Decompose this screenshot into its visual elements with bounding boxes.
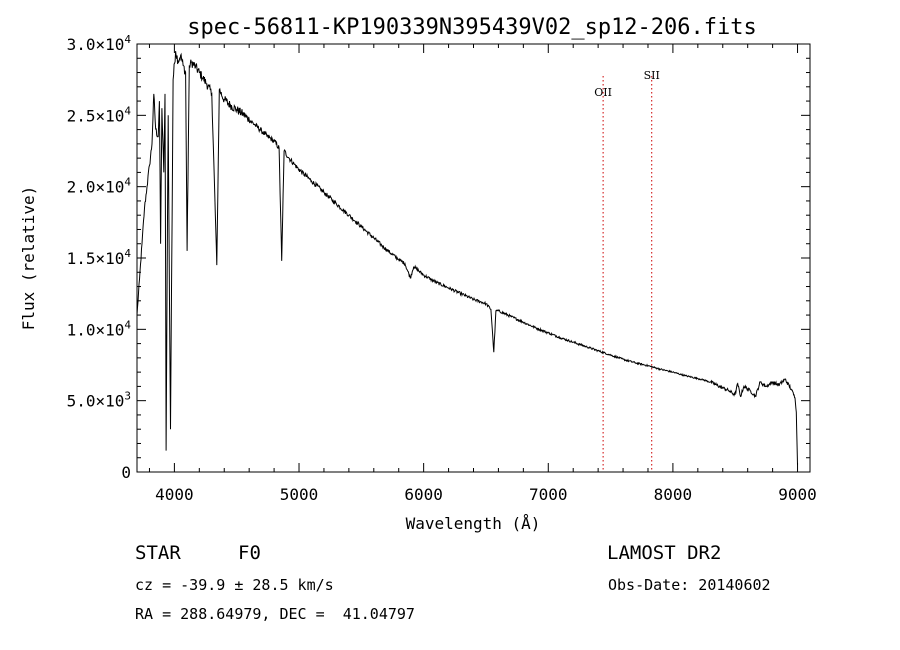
x-axis-label: Wavelength (Å) — [406, 514, 541, 533]
x-tick-label: 7000 — [529, 485, 568, 504]
redshift-velocity: cz = -39.9 ± 28.5 km/s — [135, 576, 334, 594]
y-tick-label: 2.5×104 — [67, 104, 132, 125]
y-tick-label: 1.5×104 — [67, 247, 132, 268]
survey-name: LAMOST DR2 — [607, 542, 722, 564]
y-tick-label: 5.0×103 — [67, 390, 131, 411]
x-tick-label: 8000 — [654, 485, 693, 504]
spectral-subclass: F0 — [238, 542, 261, 564]
y-tick-label: 2.0×104 — [67, 176, 132, 197]
y-tick-label: 3.0×104 — [67, 33, 132, 54]
chart-title: spec-56811-KP190339N395439V02_sp12-206.f… — [187, 15, 757, 40]
spectrum-series-line — [136, 51, 798, 465]
x-tick-label: 9000 — [778, 485, 817, 504]
reference-label-sii: SII — [644, 69, 660, 82]
x-tick-label: 5000 — [280, 485, 319, 504]
observation-date: Obs-Date: 20140602 — [608, 576, 771, 594]
y-axis-label: Flux (relative) — [19, 186, 38, 331]
sky-coordinates: RA = 288.64979, DEC = 41.04797 — [135, 605, 415, 623]
x-tick-label: 6000 — [404, 485, 443, 504]
reference-label-oii: OII — [594, 86, 612, 99]
y-tick-label: 0 — [121, 463, 131, 482]
y-tick-label: 1.0×104 — [67, 318, 132, 339]
object-class: STAR — [135, 542, 181, 564]
x-tick-label: 4000 — [155, 485, 194, 504]
